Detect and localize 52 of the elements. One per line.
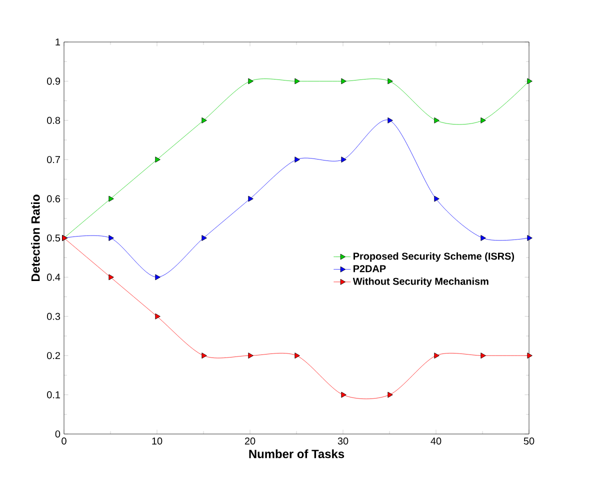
point [527,235,532,241]
x-tick-label: 20 [244,438,256,445]
y-tick-label: 0.9 [47,78,60,85]
legend-label: Without Security Mechanism [352,278,488,287]
point [434,196,440,202]
legend-label: P2DAP [354,265,386,272]
x-tick-label: 40 [430,438,442,445]
point [341,78,346,84]
point [480,117,486,124]
point [480,235,486,241]
point [108,235,114,241]
y-tick-label: 0.3 [47,312,60,320]
y-tick-label: 0.4 [47,274,60,281]
x-tick-label: 30 [338,438,348,445]
y-tick-label: 0 [55,430,60,438]
x-tick-label: 0 [62,438,66,445]
y-tick-label: 0.5 [47,234,60,242]
point [155,274,160,280]
point [108,196,114,202]
point [108,274,114,280]
point [202,352,207,359]
point [248,352,254,359]
x-axis-title: Number of Tasks [249,449,344,458]
point [341,156,346,163]
point [527,78,532,84]
point [294,78,300,84]
y-tick-label: 0.6 [47,195,60,202]
y-axis-title: Detection Ratio [31,194,40,282]
point [480,352,486,359]
x-tick-label: 50 [524,438,534,445]
legend-label: Proposed Security Scheme (ISRS) [354,252,514,262]
y-tick-label: 0.8 [47,116,60,124]
point [294,156,300,163]
point [202,235,207,241]
point [434,352,440,359]
point [155,156,160,163]
point [341,392,346,398]
point [388,392,393,398]
x-tick-label: 10 [152,438,162,445]
point [434,117,440,124]
y-tick-label: 1 [56,38,60,46]
point [527,352,532,359]
point [248,78,254,84]
point [202,117,207,124]
point [388,117,393,124]
point [388,78,393,84]
point [248,196,254,202]
y-tick-label: 0.2 [47,352,60,360]
y-tick-label: 0.1 [47,391,60,398]
point [155,313,160,320]
point [294,352,300,359]
y-tick-label: 0.7 [47,156,60,164]
